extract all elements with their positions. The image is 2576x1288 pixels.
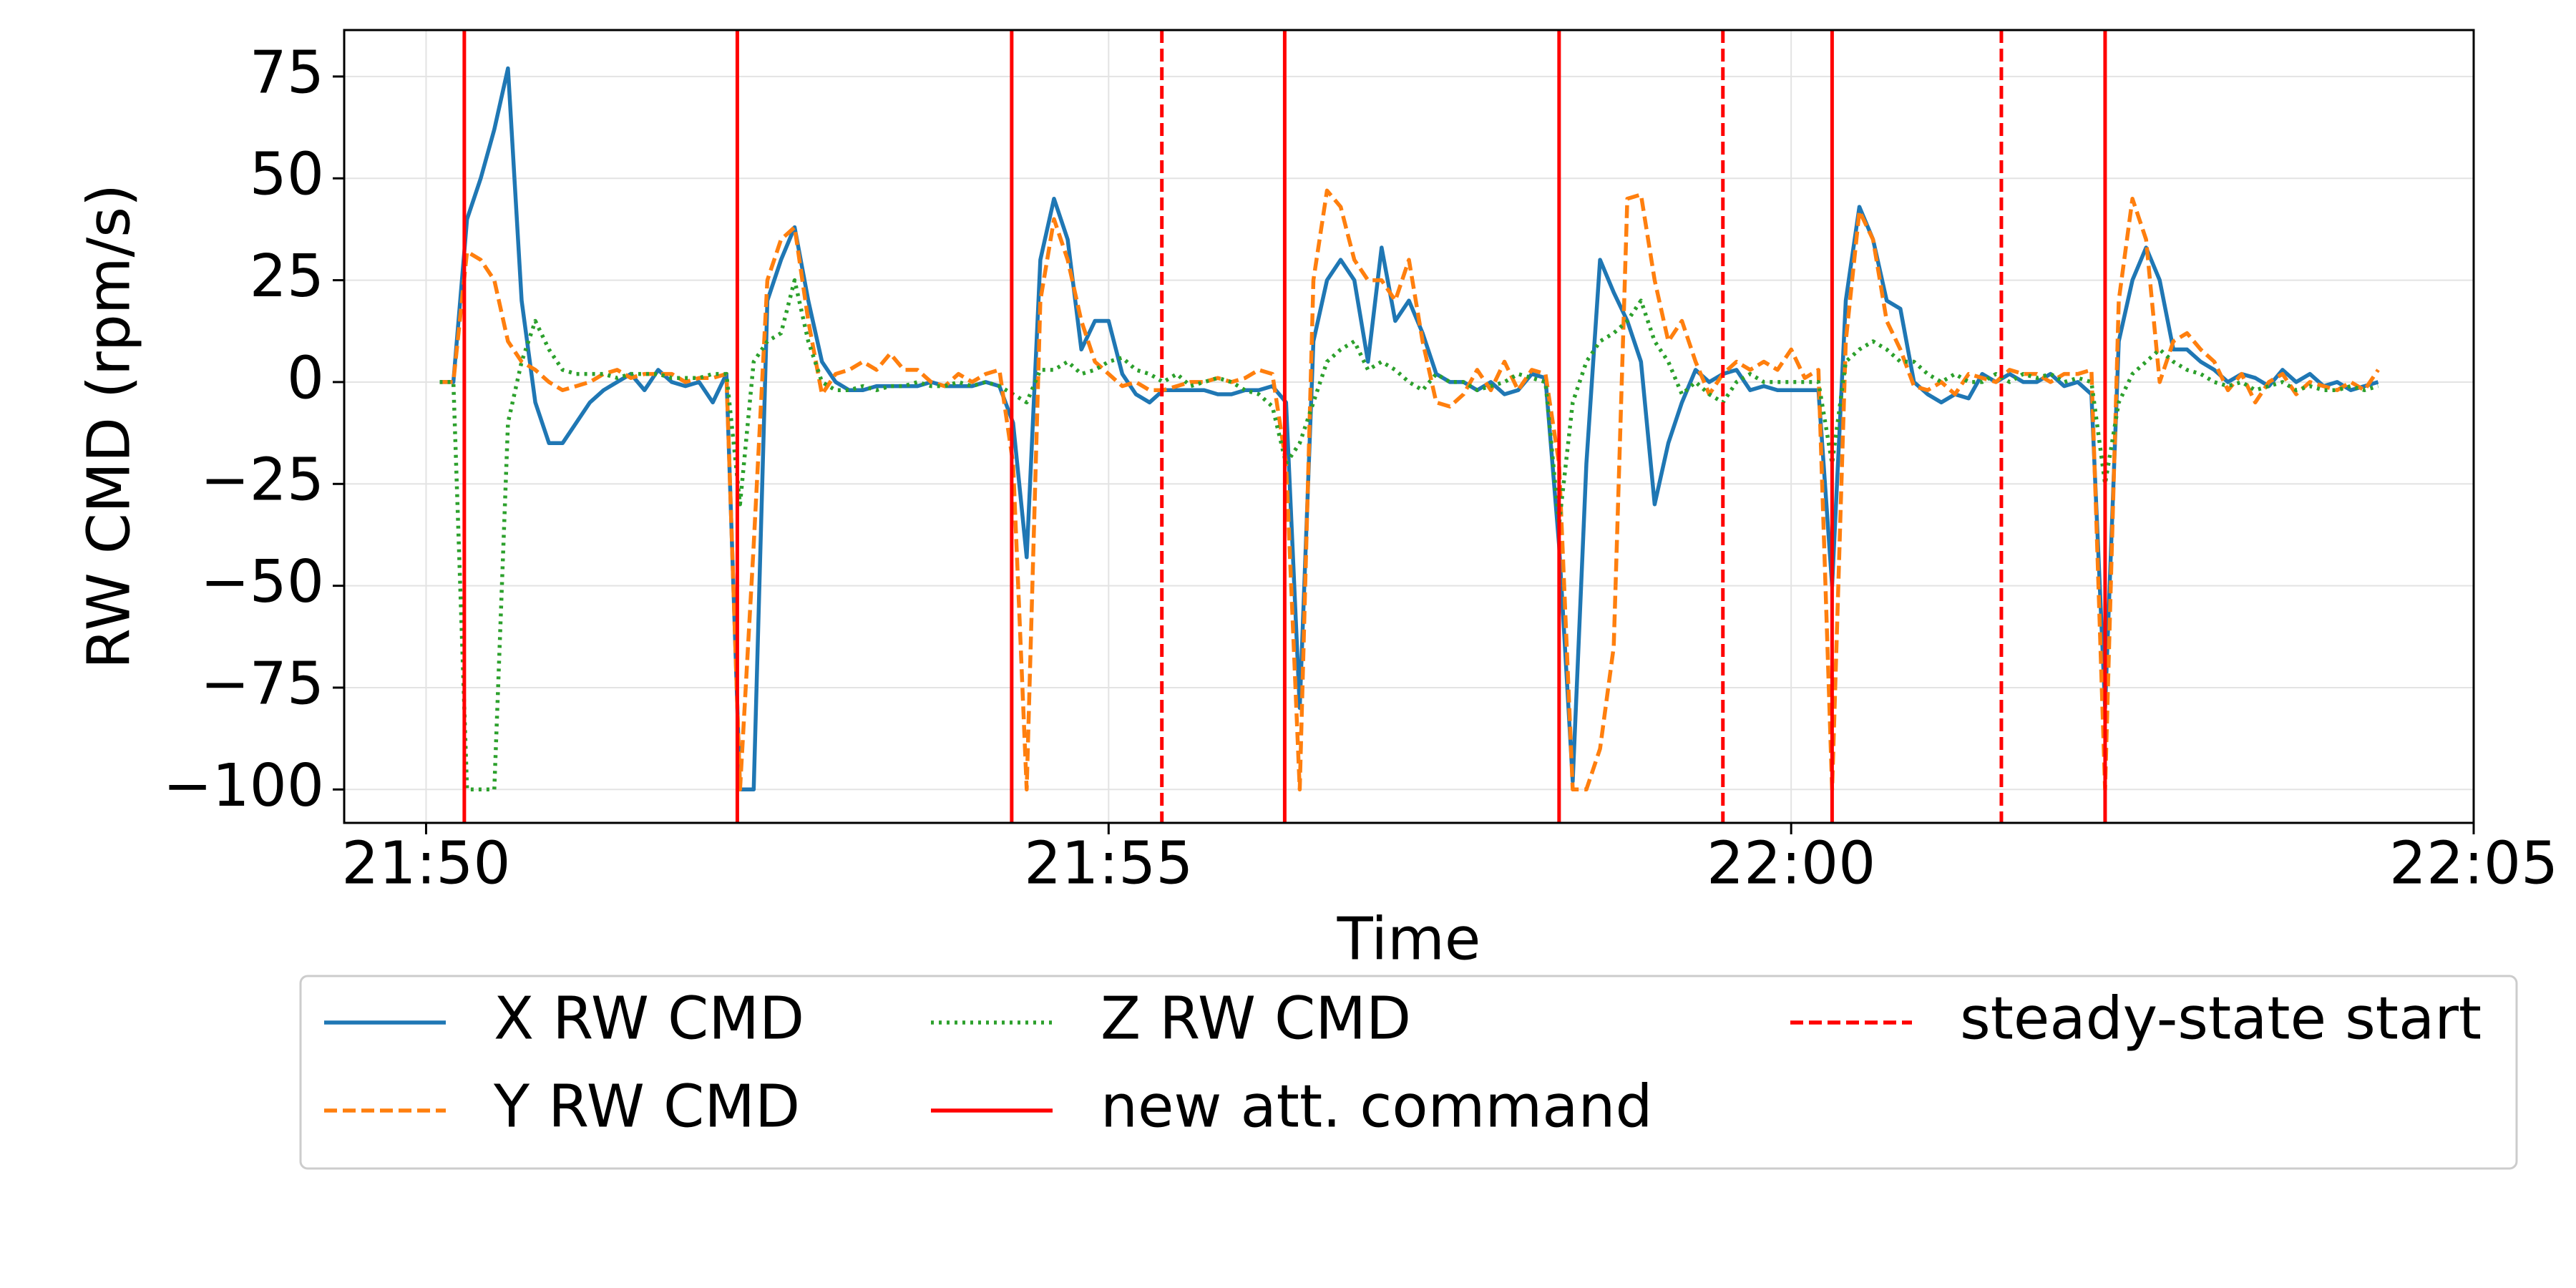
legend-label: steady-state start (1960, 985, 2482, 1053)
y-tick-label: 0 (287, 344, 324, 412)
y-tick-label: −100 (163, 752, 324, 820)
series-line (439, 278, 2379, 792)
y-tick-label: 50 (250, 141, 324, 209)
y-tick-label: −75 (200, 650, 324, 718)
x-tick-label: 21:50 (341, 829, 510, 897)
legend-label: Y RW CMD (493, 1073, 800, 1141)
y-tick-label: −50 (200, 548, 324, 616)
plot-frame (343, 29, 2475, 824)
legend: X RW CMD Y RW CMD Z RW CMD new att. command… (299, 975, 2518, 1170)
x-tick-label: 22:05 (2389, 829, 2558, 897)
y-tick-label: 75 (250, 39, 324, 107)
x-axis-label: Time (1337, 905, 1481, 973)
y-tick-label: 25 (250, 243, 324, 311)
y-tick-label: −25 (200, 447, 324, 514)
legend-label: new att. command (1101, 1073, 1653, 1141)
x-tick-label: 21:55 (1024, 829, 1193, 897)
series-line (439, 188, 2380, 792)
series-line (439, 66, 2379, 792)
y-axis-label: RW CMD (rpm/s) (75, 184, 143, 669)
legend-label: Z RW CMD (1101, 985, 1411, 1053)
x-tick-label: 22:00 (1707, 829, 1875, 897)
legend-box (299, 975, 2518, 1170)
legend-label: X RW CMD (494, 985, 804, 1053)
